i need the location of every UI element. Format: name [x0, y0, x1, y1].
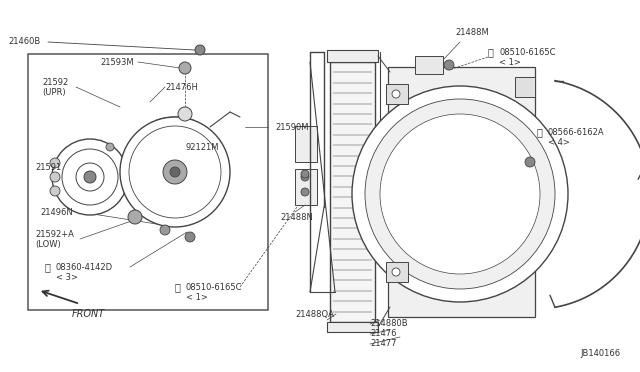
Text: 21476H: 21476H: [165, 83, 198, 92]
Polygon shape: [145, 176, 168, 209]
Text: 21476: 21476: [370, 330, 397, 339]
Text: 08360-4142D: 08360-4142D: [56, 263, 113, 272]
Text: < 1>: < 1>: [186, 292, 208, 301]
Bar: [327, 322, 378, 332]
Text: 21488M: 21488M: [455, 28, 489, 36]
Circle shape: [129, 126, 221, 218]
Text: 21460B: 21460B: [8, 36, 40, 45]
Circle shape: [301, 170, 309, 178]
Circle shape: [444, 60, 454, 70]
Text: < 4>: < 4>: [548, 138, 570, 147]
Circle shape: [84, 171, 96, 183]
Circle shape: [185, 232, 195, 242]
Circle shape: [106, 143, 114, 151]
Text: < 3>: < 3>: [56, 273, 78, 282]
Circle shape: [380, 114, 540, 274]
Circle shape: [392, 268, 400, 276]
Bar: [388, 67, 535, 317]
Text: 21496N: 21496N: [40, 208, 73, 217]
Text: 92121M: 92121M: [185, 142, 218, 151]
Bar: [386, 84, 408, 104]
Bar: [386, 262, 408, 282]
Text: (LOW): (LOW): [35, 240, 61, 248]
Text: 21591: 21591: [35, 163, 61, 171]
Text: 21477: 21477: [370, 340, 397, 349]
Text: 21590M: 21590M: [275, 122, 308, 131]
Polygon shape: [179, 179, 212, 202]
Circle shape: [392, 90, 400, 98]
Circle shape: [178, 107, 192, 121]
Bar: [28, 54, 268, 310]
Text: Ⓢ: Ⓢ: [537, 127, 543, 137]
Text: FRONT: FRONT: [72, 309, 105, 319]
Circle shape: [301, 188, 309, 196]
Circle shape: [170, 167, 180, 177]
Bar: [330, 62, 375, 322]
Text: 21488QA: 21488QA: [295, 310, 334, 318]
Circle shape: [365, 99, 555, 289]
Text: Ⓢ: Ⓢ: [175, 282, 181, 292]
Text: 21488N: 21488N: [280, 212, 313, 221]
Circle shape: [160, 225, 170, 235]
Circle shape: [50, 172, 60, 182]
Text: Ⓢ: Ⓢ: [488, 47, 494, 57]
Circle shape: [52, 139, 128, 215]
Bar: [515, 77, 535, 97]
Text: JB140166: JB140166: [580, 350, 620, 359]
Bar: [295, 126, 317, 162]
Circle shape: [50, 186, 60, 196]
Text: 08510-6165C: 08510-6165C: [186, 282, 243, 292]
Polygon shape: [182, 134, 205, 168]
Text: < 1>: < 1>: [499, 58, 521, 67]
Circle shape: [62, 149, 118, 205]
Circle shape: [525, 157, 535, 167]
Text: 08566-6162A: 08566-6162A: [548, 128, 605, 137]
Circle shape: [128, 210, 142, 224]
Circle shape: [120, 117, 230, 227]
Bar: [415, 56, 443, 74]
Text: 08510-6165C: 08510-6165C: [499, 48, 556, 57]
Text: 21592+A: 21592+A: [35, 230, 74, 238]
Circle shape: [352, 86, 568, 302]
Bar: [327, 50, 378, 62]
Text: 21593M: 21593M: [100, 58, 134, 67]
Circle shape: [301, 173, 309, 181]
Bar: [295, 169, 317, 205]
Text: (UPR): (UPR): [42, 87, 66, 96]
Text: Ⓢ: Ⓢ: [45, 262, 51, 272]
Circle shape: [179, 62, 191, 74]
Circle shape: [195, 45, 205, 55]
Circle shape: [76, 163, 104, 191]
Text: 214880B: 214880B: [370, 320, 408, 328]
Circle shape: [163, 160, 187, 184]
Polygon shape: [138, 142, 171, 165]
Circle shape: [50, 158, 60, 168]
Text: 21592: 21592: [42, 77, 68, 87]
